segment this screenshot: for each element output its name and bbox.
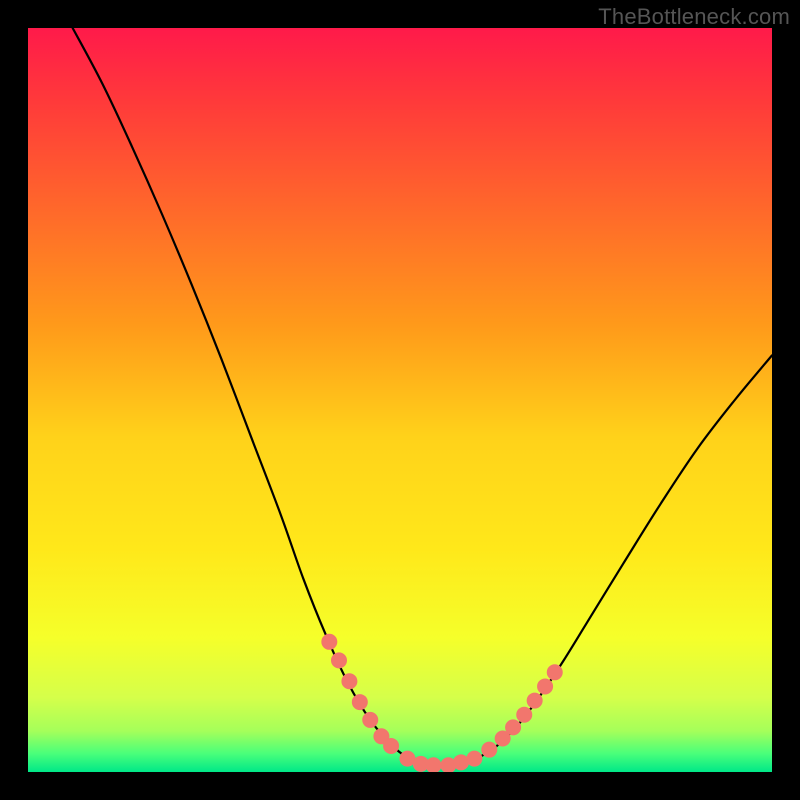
data-marker [517,707,532,722]
data-marker [467,751,482,766]
gradient-background [28,28,772,772]
data-marker [426,758,441,773]
chart-root: TheBottleneck.com [0,0,800,800]
source-watermark: TheBottleneck.com [598,4,790,30]
bottleneck-chart [0,0,800,800]
data-marker [322,634,337,649]
data-marker [352,695,367,710]
data-marker [482,742,497,757]
data-marker [384,738,399,753]
data-marker [527,693,542,708]
data-marker [506,720,521,735]
data-marker [547,665,562,680]
data-marker [538,679,553,694]
data-marker [454,755,469,770]
data-marker [363,712,378,727]
data-marker [331,653,346,668]
data-marker [400,751,415,766]
data-marker [342,674,357,689]
